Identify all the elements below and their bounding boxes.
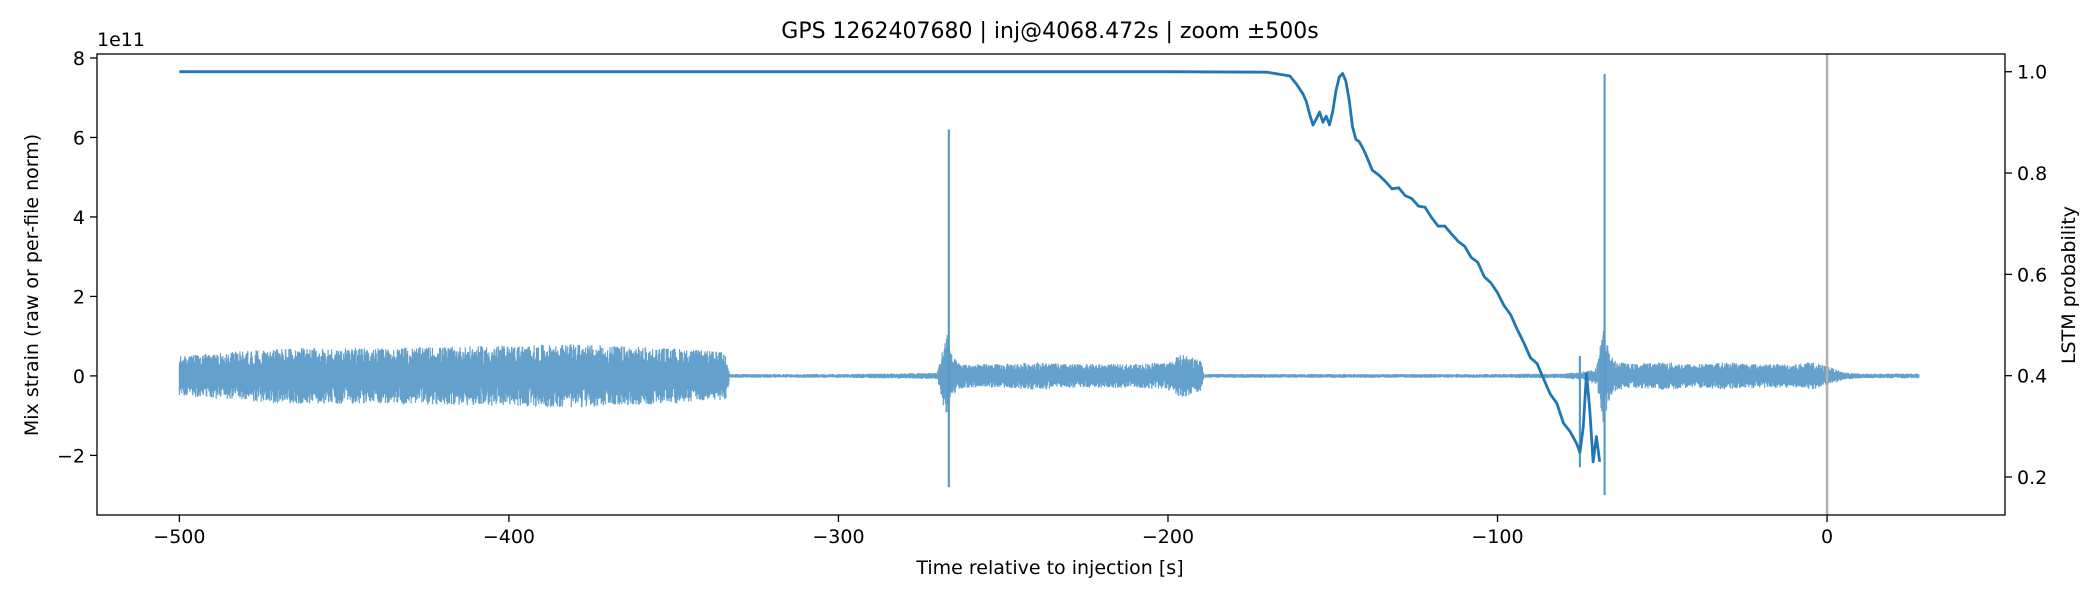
y-tick-label: 2 [73,286,85,308]
y-tick-label: 8 [73,48,85,70]
x-tick-label: −300 [812,526,864,548]
chart-title: GPS 1262407680 | inj@4068.472s | zoom ±5… [781,19,1318,44]
y-axis-ticks: −2 0 2 4 6 8 [57,48,97,467]
y2-tick-label: 0.8 [2017,163,2047,185]
x-axis-label: Time relative to injection [s] [915,557,1183,579]
y2-tick-label: 0.6 [2017,264,2047,286]
y2-axis-label: LSTM probability [2058,206,2080,364]
y-axis-label: Mix strain (raw or per-file norm) [21,134,43,436]
strain-noise-band [178,331,1920,422]
plot-area [178,54,1920,515]
y2-tick-label: 0.4 [2017,366,2047,388]
x-axis-ticks: −500 −400 −300 −200 −100 0 [153,515,1833,548]
lstm-probability-line [179,70,1602,464]
y-tick-label: 4 [73,207,85,229]
y-tick-label: −2 [57,445,85,467]
x-tick-label: 0 [1821,526,1833,548]
x-tick-label: −200 [1142,526,1194,548]
x-tick-label: −400 [483,526,535,548]
y-tick-label: 0 [73,366,85,388]
y2-tick-label: 1.0 [2017,62,2047,84]
plot-frame [96,53,2006,516]
y2-tick-label: 0.2 [2017,467,2047,489]
x-tick-label: −500 [153,526,205,548]
y-axis-offset-label: 1e11 [97,29,145,51]
y-tick-label: 6 [73,127,85,149]
x-tick-label: −100 [1471,526,1523,548]
strain-band-path [178,331,1920,422]
y2-axis-ticks: 0.2 0.4 0.6 0.8 1.0 [2005,62,2047,489]
